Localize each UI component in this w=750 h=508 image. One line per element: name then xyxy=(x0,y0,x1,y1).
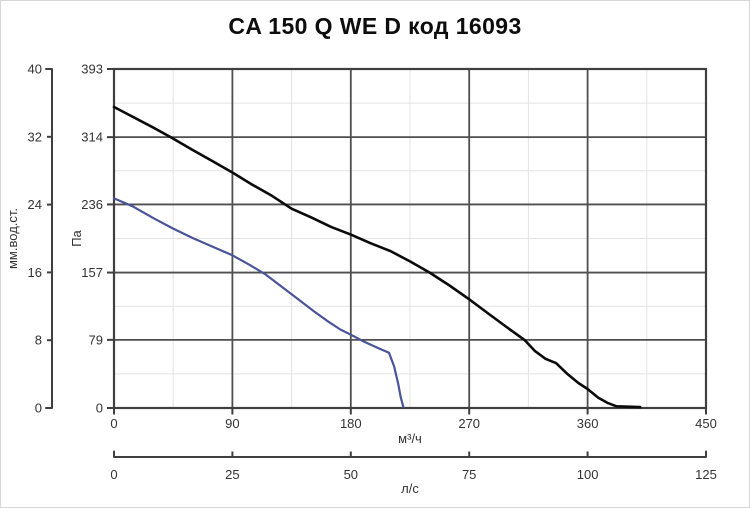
pa-axis-unit-label: Па xyxy=(69,229,84,246)
pa-tick-label: 0 xyxy=(96,401,103,416)
plot-border xyxy=(112,67,708,410)
pa-axis: 0 79 157 236 314 393 Па xyxy=(69,62,114,416)
ls-axis-line xyxy=(113,450,707,458)
ls-axis: 0 25 50 75 100 125 л/с xyxy=(110,450,717,496)
m3h-tick-label: 360 xyxy=(577,416,599,431)
m3h-tick-label: 450 xyxy=(695,416,717,431)
pa-tick-label: 393 xyxy=(81,62,103,77)
mm-tick-label: 32 xyxy=(28,129,42,144)
pa-tick-label: 236 xyxy=(81,197,103,212)
ls-tick-label: 125 xyxy=(695,467,717,482)
ls-axis-unit-label: л/с xyxy=(401,481,419,496)
m3h-tick-label: 0 xyxy=(110,416,117,431)
mm-tick-label: 8 xyxy=(35,333,42,348)
m3h-tick-label: 90 xyxy=(225,416,239,431)
mm-axis-unit-label: мм.вод.ст. xyxy=(5,208,20,269)
mm-tick-label: 16 xyxy=(28,265,42,280)
m3h-axis: 0 90 180 270 360 450 м³/ч xyxy=(110,408,717,446)
ls-tick-label: 75 xyxy=(462,467,476,482)
pa-tick-label: 314 xyxy=(81,130,103,145)
pa-tick-label: 79 xyxy=(89,332,103,347)
mm-tick-label: 0 xyxy=(35,401,42,416)
ls-tick-label: 25 xyxy=(225,467,239,482)
ls-tick-label: 100 xyxy=(577,467,599,482)
pa-tick-label: 157 xyxy=(81,265,103,280)
ls-tick-label: 0 xyxy=(110,467,117,482)
black-performance-curve xyxy=(112,105,642,409)
mm-axis: 0 8 16 24 32 40 мм.вод.ст. xyxy=(5,62,53,416)
minor-grid xyxy=(114,69,706,408)
mm-axis-line xyxy=(45,68,53,409)
mm-tick-label: 40 xyxy=(28,62,42,77)
ls-tick-label: 50 xyxy=(344,467,358,482)
mm-tick-label: 24 xyxy=(28,197,42,212)
m3h-tick-label: 270 xyxy=(458,416,480,431)
m3h-tick-label: 180 xyxy=(340,416,362,431)
major-grid xyxy=(114,69,706,408)
m3h-axis-unit-label: м³/ч xyxy=(398,431,422,446)
blue-performance-curve xyxy=(112,197,405,409)
chart-title: CA 150 Q WE D код 16093 xyxy=(228,13,522,39)
